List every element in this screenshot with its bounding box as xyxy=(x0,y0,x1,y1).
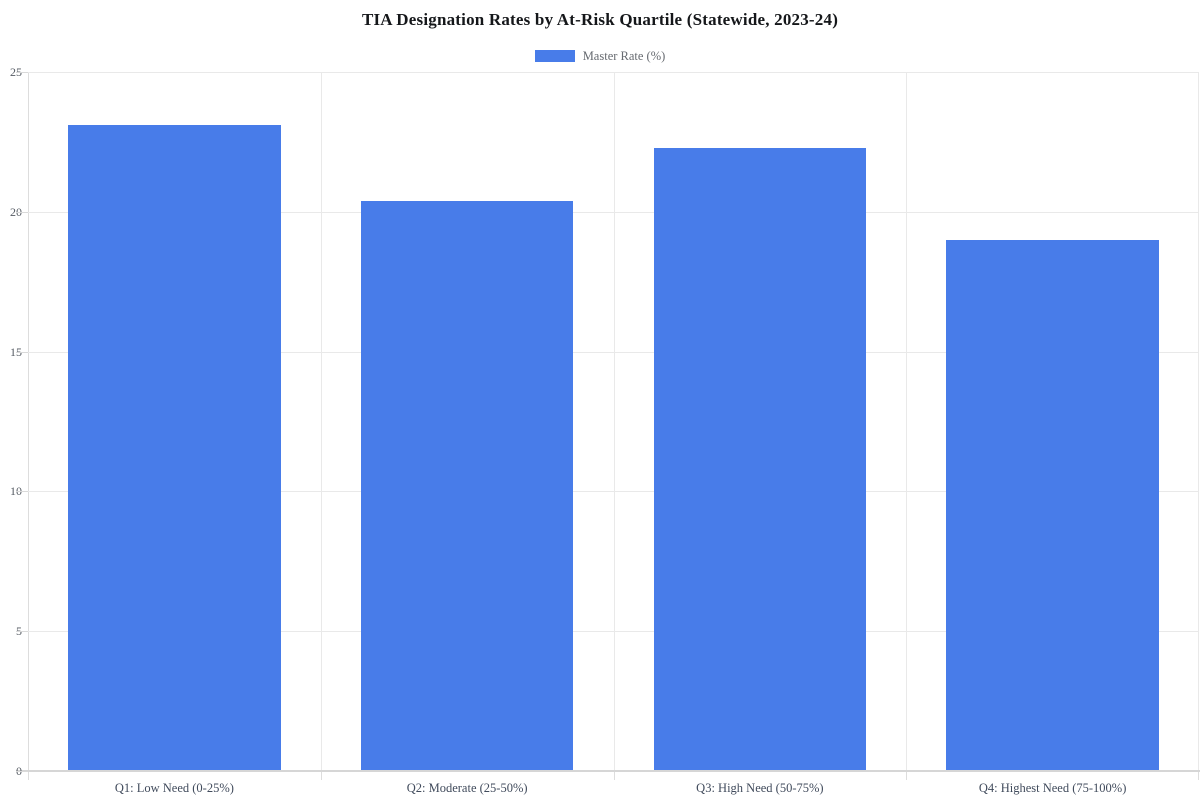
legend-swatch xyxy=(534,50,575,62)
y-axis-line xyxy=(28,72,29,779)
plot-area xyxy=(28,72,1199,771)
x-axis-label: Q1: Low Need (0-25%) xyxy=(114,781,234,795)
legend-item-master-rate[interactable]: Master Rate (%) xyxy=(534,49,666,63)
bar[interactable] xyxy=(653,147,867,771)
legend: Master Rate (%) xyxy=(0,50,1200,62)
x-axis-label: Q4: Highest Need (75-100%) xyxy=(978,781,1127,795)
legend-label: Master Rate (%) xyxy=(582,49,666,63)
gridline-v xyxy=(1198,72,1199,771)
x-axis-tick xyxy=(906,772,908,780)
x-axis-label: Q2: Moderate (25-50%) xyxy=(406,781,528,795)
bar[interactable] xyxy=(68,125,281,771)
chart-title: TIA Designation Rates by At-Risk Quartil… xyxy=(361,10,839,29)
gridline-v xyxy=(320,72,322,771)
x-axis-tick xyxy=(613,772,615,780)
bar[interactable] xyxy=(360,200,574,771)
x-axis-tick xyxy=(320,772,322,780)
y-axis-tick xyxy=(16,771,28,772)
x-axis-tick xyxy=(28,772,29,780)
bar[interactable] xyxy=(946,239,1159,771)
gridline-v xyxy=(906,72,908,771)
y-axis-tick xyxy=(16,351,28,353)
y-axis-tick xyxy=(16,491,28,493)
y-axis-tick xyxy=(16,211,28,213)
y-axis-tick xyxy=(16,72,28,73)
x-axis-label: Q3: High Need (50-75%) xyxy=(696,781,824,795)
y-axis-tick xyxy=(16,631,28,633)
x-axis-line xyxy=(16,770,1200,772)
gridline-v xyxy=(613,72,615,771)
x-axis-tick xyxy=(1198,772,1199,780)
